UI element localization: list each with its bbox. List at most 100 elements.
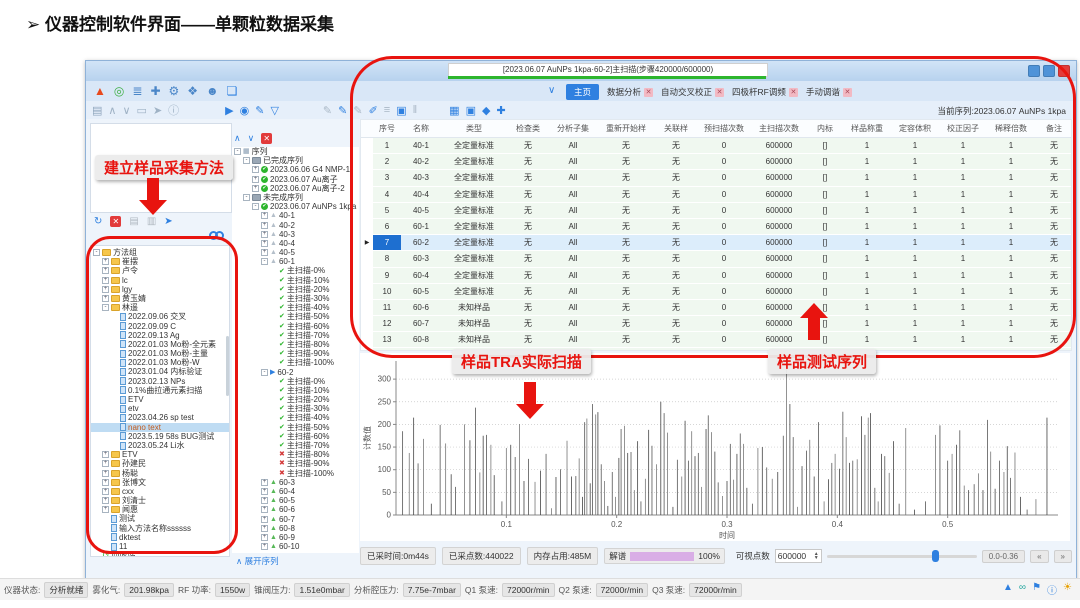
- record-icon[interactable]: ◉: [239, 104, 250, 117]
- tree-item[interactable]: ✖ 主扫描-90%: [232, 459, 359, 468]
- tree-expander[interactable]: +: [102, 258, 109, 266]
- column-header[interactable]: 稀释倍数: [987, 120, 1035, 138]
- column-header[interactable]: 类型: [441, 120, 507, 138]
- tree-item[interactable]: + 崔摆: [91, 257, 229, 266]
- monitor-icon[interactable]: ▭: [136, 104, 147, 117]
- tree-expander[interactable]: +: [261, 543, 268, 551]
- tree-item[interactable]: + ▲ 40-5: [232, 248, 359, 257]
- select-method-icon[interactable]: ➤: [164, 215, 173, 227]
- tree-item[interactable]: + 张博文: [91, 478, 229, 487]
- tree-item[interactable]: + 刘清士: [91, 496, 229, 505]
- tree-item[interactable]: 2023.04.26 sp test: [91, 413, 229, 422]
- tree-expander[interactable]: +: [252, 184, 259, 192]
- tree-item[interactable]: + ▲ 40-2: [232, 221, 359, 230]
- tree-expander[interactable]: +: [261, 212, 268, 220]
- move-down-icon[interactable]: ∨: [247, 132, 255, 143]
- tree-item[interactable]: ✔ 主扫描-30%: [232, 404, 359, 413]
- tree-item[interactable]: + lgy: [91, 285, 229, 294]
- column-header[interactable]: 定容体积: [891, 120, 939, 138]
- minimize-button[interactable]: [1028, 65, 1040, 77]
- tree-item[interactable]: + ▲ 60-8: [232, 524, 359, 533]
- column-header[interactable]: 重新开始样: [597, 120, 655, 138]
- tree-item[interactable]: dktest: [91, 533, 229, 542]
- tab-主页[interactable]: 主页: [566, 84, 600, 100]
- tree-item[interactable]: + ▲ 60-10: [232, 542, 359, 551]
- table-row[interactable]: ▶ 7 60-2 全定量标准无 All 无无 0 600000[] 1 1 1 1 无: [361, 234, 1071, 252]
- close-tab-icon[interactable]: ✕: [644, 87, 654, 97]
- expand-sequence-link[interactable]: ∧ 展开序列: [236, 556, 279, 566]
- column-header[interactable]: 分析子集: [549, 120, 597, 138]
- flask-icon[interactable]: ▽: [270, 104, 279, 117]
- tree-item[interactable]: + 黄玉婧: [91, 294, 229, 303]
- list-icon[interactable]: ≡: [383, 104, 391, 116]
- table-row[interactable]: 1 40-1 全定量标准无 All 无无 0 600000[] 1 1 1 1 无: [361, 137, 1071, 155]
- tree-item[interactable]: nano text: [91, 422, 229, 432]
- database-icon[interactable]: ▣: [465, 104, 476, 117]
- info-icon[interactable]: ⓘ: [168, 105, 180, 117]
- move-arrows-icon[interactable]: ✚: [496, 104, 506, 117]
- target-icon[interactable]: ◎: [113, 84, 125, 98]
- tree-item[interactable]: ✔ 主扫描-70%: [232, 331, 359, 340]
- tree-item[interactable]: 2023.5.19 58s BUG测试: [91, 432, 229, 441]
- tree-item[interactable]: 2022.09.13 Ag: [91, 331, 229, 340]
- tree-expander[interactable]: +: [102, 487, 109, 495]
- save-icon[interactable]: ▣: [396, 104, 407, 117]
- table-row[interactable]: 13 60-8 未知样品无 All 无无 0 600000[] 1 1 1 1 无: [361, 331, 1071, 349]
- tree-item[interactable]: - ▲ 60-1: [232, 257, 359, 266]
- tree-expander[interactable]: +: [261, 221, 268, 229]
- pencil-add-icon[interactable]: ✎: [338, 104, 348, 117]
- pencil-gray-icon[interactable]: ✎: [353, 104, 363, 117]
- tree-expander[interactable]: +: [252, 166, 259, 174]
- chart-icon[interactable]: ▦: [449, 104, 460, 117]
- tree-item[interactable]: ✔ 主扫描-50%: [232, 312, 359, 321]
- tree-expander[interactable]: +: [261, 515, 268, 523]
- tree-item[interactable]: + ✔ 2023.06.06 G4 NMP-1: [232, 165, 359, 174]
- play-icon[interactable]: ▶: [225, 104, 234, 117]
- refresh-icon[interactable]: ↻: [94, 215, 103, 227]
- modules-icon[interactable]: ❖: [187, 84, 199, 98]
- binoculars-icon[interactable]: [209, 231, 224, 240]
- column-header[interactable]: 关联样: [655, 120, 697, 138]
- table-row[interactable]: 10 60-5 全定量标准无 All 无无 0 600000[] 1 1 1 1 无: [361, 283, 1071, 300]
- tree-item[interactable]: ✔ 主扫描-20%: [232, 395, 359, 404]
- chevron-down-icon[interactable]: ∨: [548, 85, 556, 96]
- tree-item[interactable]: ✔ 主扫描-40%: [232, 303, 359, 312]
- tree-expander[interactable]: +: [261, 230, 268, 238]
- column-header[interactable]: 样品称重: [843, 120, 891, 138]
- tree-expander[interactable]: -: [261, 258, 268, 266]
- tree-item[interactable]: ↺ 回收站: [91, 551, 229, 556]
- tree-item[interactable]: 2022.01.03 Mo粉-主量: [91, 349, 229, 358]
- tree-expander[interactable]: +: [102, 276, 109, 284]
- flame-icon[interactable]: ▲: [94, 84, 106, 98]
- expand-icon[interactable]: ∨: [122, 104, 131, 117]
- tree-item[interactable]: 0.1%曲拉通元素扫描: [91, 386, 229, 395]
- tree-expander[interactable]: +: [102, 478, 109, 486]
- tree-item[interactable]: etv: [91, 404, 229, 413]
- tree-item[interactable]: 2022.09.06 交叉: [91, 312, 229, 321]
- tab-自动交叉校正[interactable]: 自动交叉校正 ✕: [661, 87, 725, 97]
- tree-item[interactable]: ✔ 主扫描-60%: [232, 322, 359, 331]
- close-button[interactable]: [1058, 65, 1070, 77]
- tree-expander[interactable]: +: [261, 524, 268, 532]
- close-tab-icon[interactable]: ✕: [842, 87, 852, 97]
- tree-item[interactable]: + ▲ 60-7: [232, 515, 359, 524]
- tree-item[interactable]: 测试: [91, 514, 229, 523]
- tree-item[interactable]: - 未完成序列: [232, 193, 359, 202]
- tree-item[interactable]: 2022.01.03 Mo粉-全元素: [91, 340, 229, 349]
- tree-expander[interactable]: +: [261, 239, 268, 247]
- table-row[interactable]: 8 60-3 全定量标准无 All 无无 0 600000[] 1 1 1 1 无: [361, 250, 1071, 268]
- tree-expander[interactable]: -: [261, 368, 268, 376]
- column-header[interactable]: 检查类: [507, 120, 549, 138]
- pencil-icon[interactable]: ✎: [322, 104, 333, 117]
- tree-expander[interactable]: +: [102, 285, 109, 293]
- tree-item[interactable]: + ▲ 60-6: [232, 505, 359, 514]
- tree-item[interactable]: - 林遥: [91, 303, 229, 312]
- tree-item[interactable]: + ▲ 40-4: [232, 239, 359, 248]
- flag-icon[interactable]: ⚑: [1032, 582, 1042, 593]
- tree-item[interactable]: + 杨聪: [91, 469, 229, 478]
- delete-icon[interactable]: ✕: [110, 215, 122, 227]
- scrollbar[interactable]: [226, 336, 229, 396]
- tree-item[interactable]: + ETV: [91, 450, 229, 459]
- table-row[interactable]: 6 60-1 全定量标准无 All 无无 0 600000[] 1 1 1 1 无: [361, 218, 1071, 236]
- slider-thumb[interactable]: [931, 550, 939, 562]
